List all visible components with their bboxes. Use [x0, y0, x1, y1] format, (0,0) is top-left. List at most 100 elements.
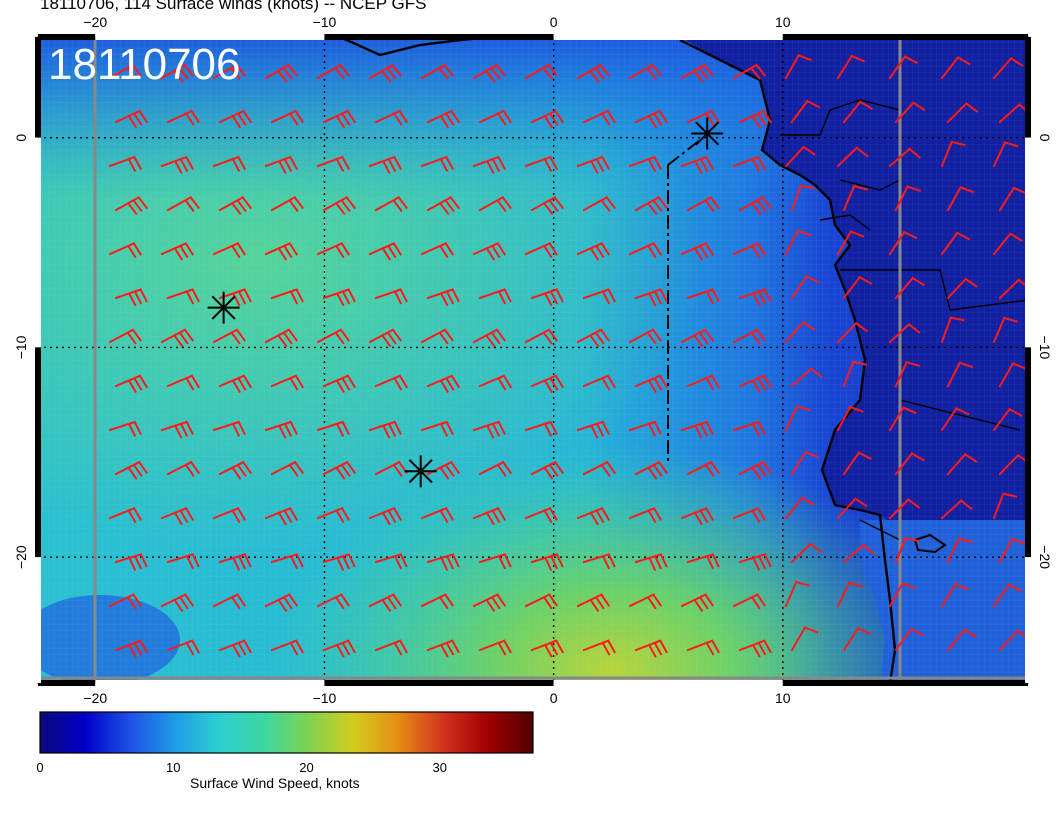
wind-barb: [212, 593, 247, 610]
colorbar-tick-label: 10: [166, 760, 181, 775]
wind-barb: [946, 102, 979, 124]
wind-barb: [686, 460, 721, 477]
y-tick-label-right: −10: [1037, 336, 1053, 360]
wind-barb: [628, 155, 662, 172]
wind-barb: [368, 593, 403, 612]
storm-marker-icon: [404, 455, 437, 488]
x-tick-label-top: −10: [313, 14, 337, 30]
wind-barb: [218, 460, 253, 480]
wind-barb: [576, 420, 610, 439]
wind-barb: [316, 593, 351, 610]
wind-barb: [738, 288, 772, 307]
wind-barb: [888, 55, 918, 80]
wind-barb: [628, 328, 662, 345]
wind-barb: [576, 242, 611, 261]
wind-barb: [842, 626, 872, 652]
wind-barb: [108, 242, 143, 259]
wind-barb: [264, 155, 298, 175]
wind-barb: [108, 506, 142, 524]
wind-barb: [160, 242, 195, 261]
wind-barb: [576, 155, 610, 175]
wind-barb: [940, 56, 971, 80]
colorbar-tick-label: 20: [299, 760, 314, 775]
x-tick-label-bottom: 0: [550, 690, 558, 706]
wind-barb: [478, 374, 513, 391]
wind-barb: [420, 506, 454, 524]
axis-labels: −20 −20 −10 −10 0 0 10 10 0 0 −10 −10 −20 −20: [13, 14, 1053, 706]
wind-barb: [114, 288, 148, 307]
wind-barb: [114, 460, 149, 480]
y-tick-label-right: −20: [1037, 545, 1053, 569]
y-tick-label-left: 0: [13, 134, 29, 142]
wind-barb: [836, 230, 865, 256]
wind-barb: [478, 195, 513, 213]
wind-barb: [322, 460, 357, 480]
wind-barb: [478, 553, 512, 570]
wind-barb: [634, 553, 668, 572]
wind-barb: [108, 63, 143, 80]
wind-barb: [992, 56, 1024, 80]
wind-barb: [264, 242, 299, 261]
x-tick-label-bottom: −20: [83, 690, 107, 706]
wind-barb: [478, 639, 512, 656]
wind-barb: [634, 288, 668, 307]
wind-barb: [738, 553, 772, 572]
wind-barb: [738, 374, 773, 394]
wind-barb: [842, 184, 868, 212]
wind-barb: [628, 593, 663, 610]
wind-barb: [108, 328, 142, 345]
wind-barb: [524, 63, 559, 80]
x-tick-label-top: 0: [550, 14, 558, 30]
wind-barb: [680, 506, 714, 526]
wind-barb: [836, 581, 864, 608]
wind-barb: [530, 109, 565, 129]
wind-barb: [686, 639, 720, 656]
wind-barb: [160, 593, 195, 612]
wind-barb: [218, 109, 253, 129]
wind-barb: [108, 593, 143, 610]
wind-barb: [628, 420, 662, 437]
wind-barb: [270, 639, 304, 656]
wind-barb: [166, 195, 201, 213]
page-title: 18110706, 114 Surface winds (knots) -- N…: [40, 0, 427, 13]
wind-barb: [732, 593, 767, 610]
wind-barb: [940, 407, 970, 432]
wind-barb: [686, 109, 721, 126]
wind-barb: [940, 316, 965, 344]
wind-barb: [732, 155, 766, 172]
wind-barb: [946, 277, 978, 300]
wind-barb: [836, 405, 864, 432]
wind-barb: [316, 420, 350, 437]
wind-barb: [582, 553, 616, 570]
wind-barb: [114, 109, 149, 129]
wind-barb: [264, 420, 298, 439]
wind-barb: [472, 506, 506, 526]
wind-barb: [264, 328, 298, 348]
island-bioko: [913, 533, 947, 554]
wind-barb: [524, 506, 558, 524]
wind-barb: [628, 506, 662, 524]
wind-barb: [524, 155, 558, 172]
wind-barb: [530, 288, 564, 307]
wind-barb: [420, 242, 455, 259]
wind-barb: [790, 542, 823, 564]
wind-barb: [894, 536, 920, 564]
wind-barb: [894, 360, 921, 388]
wind-barb: [680, 420, 714, 439]
y-tick-label-left: −20: [13, 545, 29, 569]
wind-barb: [784, 405, 811, 432]
wind-barb: [732, 328, 766, 345]
wind-barb: [836, 54, 866, 80]
x-tick-label-top: 10: [775, 14, 791, 30]
wind-barb: [212, 328, 246, 345]
wind-barb: [732, 63, 767, 80]
wind-barb: [732, 420, 766, 437]
wind-barb: [270, 553, 304, 570]
wind-barb: [738, 460, 773, 480]
wind-barb: [160, 328, 194, 348]
wind-barb: [166, 553, 200, 570]
x-tick-label-bottom: 10: [775, 690, 791, 706]
wind-barb: [218, 639, 252, 658]
wind-barb: [530, 460, 565, 480]
wind-barb: [160, 63, 195, 83]
